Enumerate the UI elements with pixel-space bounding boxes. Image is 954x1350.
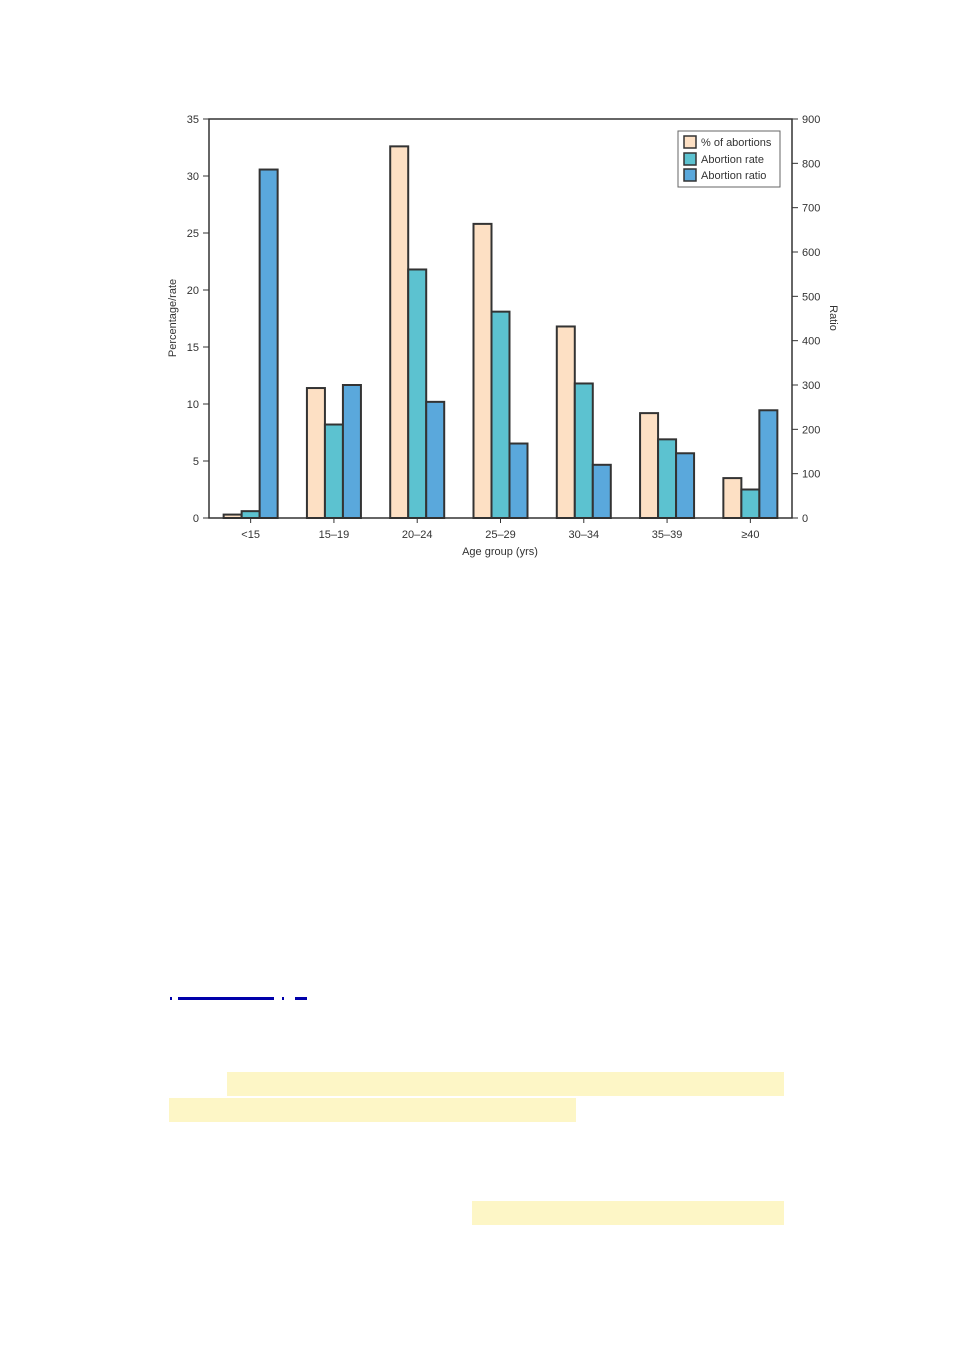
legend-item-abortion-rate: Abortion rate bbox=[683, 152, 764, 166]
highlight-block bbox=[472, 1201, 784, 1225]
y2-tick-label: 600 bbox=[802, 247, 820, 259]
x-tick-label: 20–24 bbox=[402, 529, 433, 541]
y2-tick-label: 800 bbox=[802, 158, 820, 170]
y2-tick-label: 700 bbox=[802, 203, 820, 215]
bar-abortion-ratio-3 bbox=[508, 442, 529, 519]
x-tick-label: 15–19 bbox=[319, 529, 350, 541]
bar-of-abortions-4 bbox=[555, 325, 576, 520]
bar-abortion-rate-0 bbox=[240, 510, 261, 520]
y-tick-label: 25 bbox=[187, 228, 199, 240]
bar-of-abortions-6 bbox=[722, 477, 743, 520]
x-tick-label: 35–39 bbox=[652, 529, 683, 541]
legend-item-pct-abortions: % of abortions bbox=[683, 135, 772, 149]
y-axis-title: Percentage/rate bbox=[167, 279, 179, 357]
bar-of-abortions-5 bbox=[639, 412, 660, 519]
legend-label: % of abortions bbox=[701, 137, 772, 149]
x-tick-label: 30–34 bbox=[568, 529, 599, 541]
bar-abortion-rate-3 bbox=[490, 310, 511, 519]
bar-abortion-rate-1 bbox=[323, 423, 344, 519]
y2-tick-label: 900 bbox=[802, 114, 820, 126]
bar-of-abortions-3 bbox=[472, 222, 493, 519]
right-axis-ticks: 0 100 200 300 400 500 600 700 800 900 bbox=[792, 114, 820, 525]
x-tick-label: 25–29 bbox=[485, 529, 516, 541]
bar-abortion-rate-6 bbox=[740, 488, 761, 519]
legend-swatch bbox=[683, 168, 697, 182]
y2-tick-label: 400 bbox=[802, 336, 820, 348]
bar-abortion-ratio-1 bbox=[341, 384, 362, 519]
legend-swatch bbox=[683, 135, 697, 149]
link-underline-short[interactable] bbox=[295, 997, 307, 1000]
link-underline-main[interactable] bbox=[178, 997, 274, 1000]
y2-tick-label: 500 bbox=[802, 291, 820, 303]
link-underline-dot bbox=[170, 997, 172, 1000]
bar-abortion-ratio-5 bbox=[675, 452, 696, 519]
bar-of-abortions-1 bbox=[305, 387, 326, 520]
bar-abortion-rate-2 bbox=[407, 268, 428, 520]
bar-abortion-rate-4 bbox=[573, 382, 594, 520]
y-tick-label: 5 bbox=[193, 456, 199, 468]
legend-item-abortion-ratio: Abortion ratio bbox=[683, 168, 766, 182]
y-tick-label: 0 bbox=[193, 513, 199, 525]
y2-tick-label: 300 bbox=[802, 380, 820, 392]
y2-tick-label: 100 bbox=[802, 469, 820, 481]
x-tick-label: <15 bbox=[241, 529, 260, 541]
y-tick-label: 30 bbox=[187, 171, 199, 183]
y2-axis-title: Ratio bbox=[827, 305, 839, 331]
y-tick-label: 15 bbox=[187, 342, 199, 354]
legend: % of abortions Abortion rate Abortion ra… bbox=[677, 130, 781, 188]
legend-label: Abortion rate bbox=[701, 154, 764, 166]
y2-tick-label: 0 bbox=[802, 513, 808, 525]
bar-abortion-ratio-4 bbox=[591, 463, 612, 519]
highlight-block bbox=[169, 1098, 576, 1122]
link-underline-dot bbox=[282, 997, 284, 1000]
y-tick-label: 35 bbox=[187, 114, 199, 126]
left-axis-ticks: 0 5 10 15 20 25 30 35 bbox=[187, 114, 209, 525]
y-tick-label: 20 bbox=[187, 285, 199, 297]
bar-abortion-ratio-2 bbox=[425, 400, 446, 520]
bar-abortion-ratio-6 bbox=[758, 409, 779, 519]
x-axis-ticks: <15 15–19 20–24 25–29 30–34 35–39 ≥40 bbox=[241, 518, 759, 541]
bar-of-abortions-2 bbox=[389, 145, 410, 520]
highlight-block bbox=[227, 1072, 784, 1096]
legend-label: Abortion ratio bbox=[701, 170, 766, 182]
y2-tick-label: 200 bbox=[802, 424, 820, 436]
bar-abortion-rate-5 bbox=[657, 438, 678, 519]
y-tick-label: 10 bbox=[187, 399, 199, 411]
bars-layer bbox=[222, 145, 779, 520]
x-axis-title: Age group (yrs) bbox=[462, 546, 538, 558]
legend-swatch bbox=[683, 152, 697, 166]
bar-abortion-ratio-0 bbox=[258, 168, 279, 519]
x-tick-label: ≥40 bbox=[741, 529, 759, 541]
